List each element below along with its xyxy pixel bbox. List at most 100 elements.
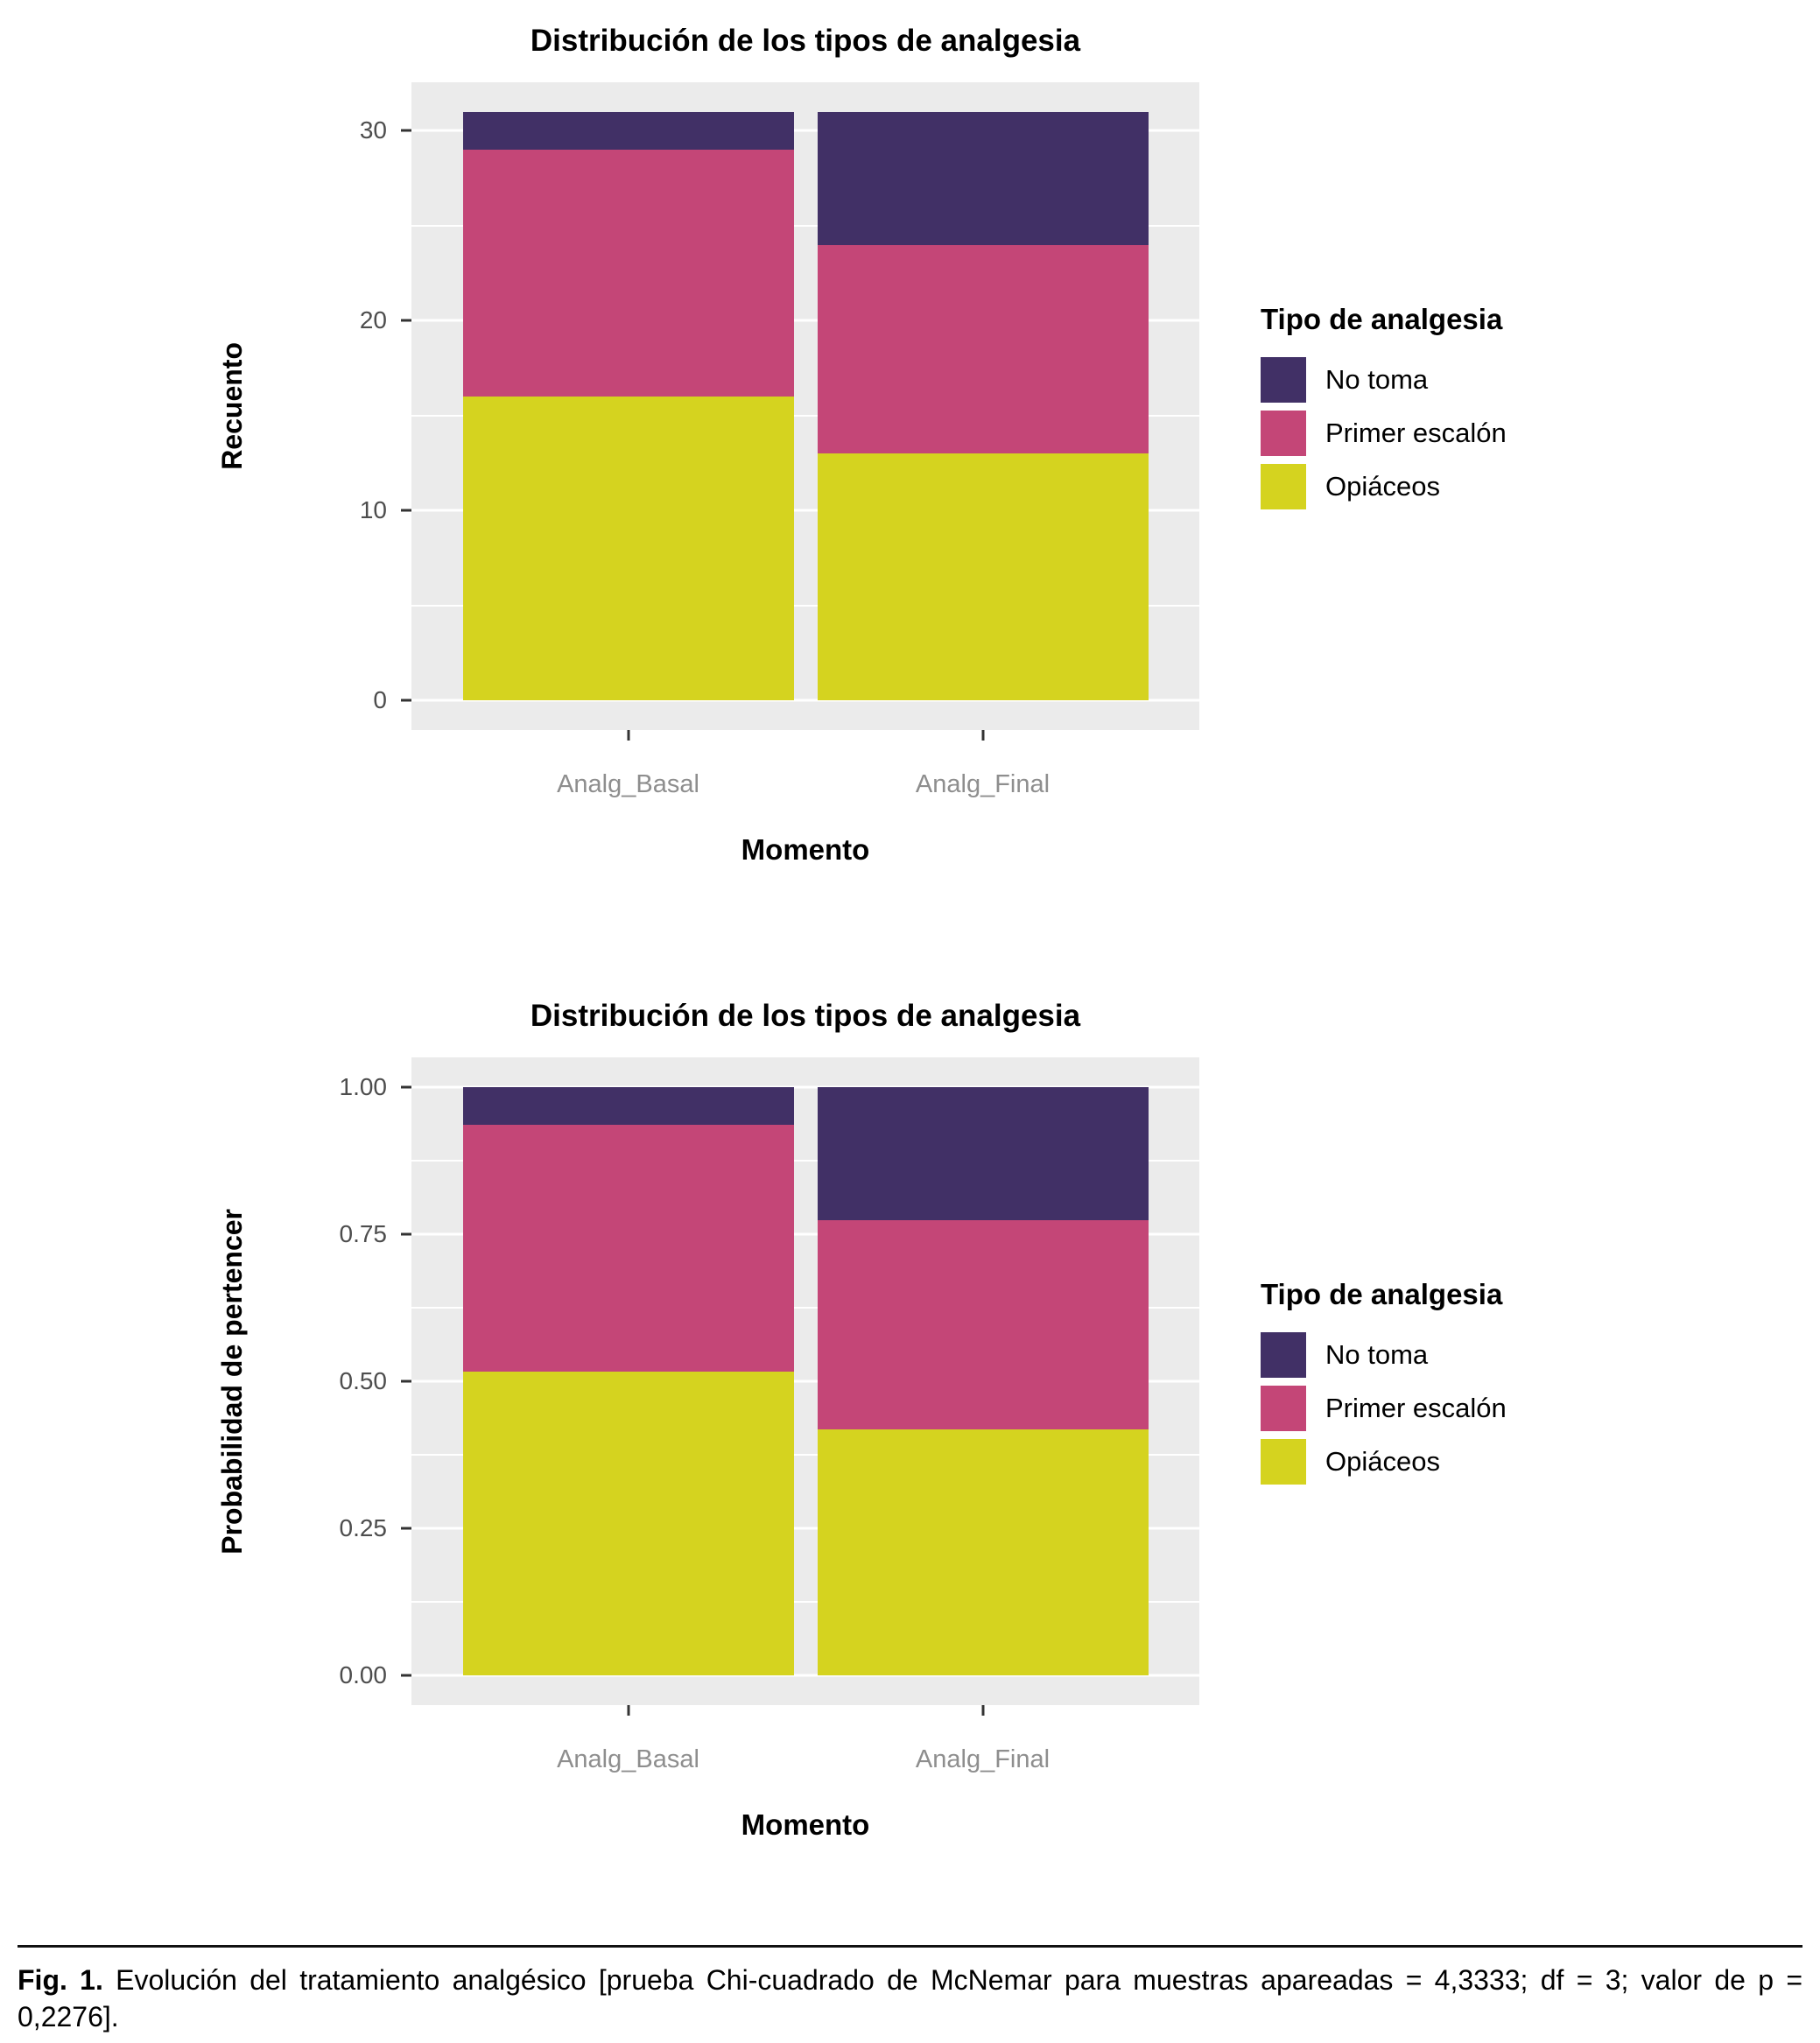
gridline-minor xyxy=(411,1454,1199,1457)
y-tick-label: 0.50 xyxy=(339,1367,388,1394)
bar-segment-opiáceos xyxy=(462,397,794,701)
bar-segment-no-toma xyxy=(817,1086,1149,1220)
gridline-major xyxy=(411,699,1199,702)
legend: Tipo de analgesia No toma Primer escalón O… xyxy=(1261,1278,1507,1485)
legend-item: No toma xyxy=(1261,357,1507,403)
plot-panel-area: 0 10 20 30 Analg_Basal Analg_Final xyxy=(360,82,1199,798)
legend-swatch-primer-escalón xyxy=(1261,411,1306,456)
gridline-minor xyxy=(411,1306,1199,1309)
legend-label: Primer escalón xyxy=(1325,1393,1507,1423)
legend-label: No toma xyxy=(1325,1339,1429,1370)
bar-segment-opiáceos xyxy=(817,1429,1149,1676)
y-axis-title: Recuento xyxy=(210,82,254,730)
legend-swatch-opiáceos xyxy=(1261,1439,1306,1485)
bar-segment-primer-escalón xyxy=(817,244,1149,454)
y-tick-label: 0 xyxy=(373,686,387,714)
figure-caption: Fig. 1. Evolución del tratamiento analgé… xyxy=(18,1962,1802,2035)
chart-counts: Distribución de los tipos de analgesia R… xyxy=(0,23,1820,867)
y-tick-mark xyxy=(401,1232,411,1236)
gridline-minor xyxy=(411,224,1199,227)
panel-background xyxy=(411,82,1199,730)
y-tick-label: 1.00 xyxy=(339,1072,388,1100)
legend-label: No toma xyxy=(1325,364,1429,395)
gridline-major xyxy=(411,1674,1199,1677)
x-tick-label: Analg_Basal xyxy=(557,1745,699,1773)
legend-items: No toma Primer escalón Opiáceos xyxy=(1261,357,1507,509)
bar-segment-no-toma xyxy=(817,111,1149,245)
x-tick-mark xyxy=(981,730,984,741)
plot-panel-area: 0.00 0.25 0.50 0.75 1.00 Analg_Basal Analg_Fin… xyxy=(340,1057,1199,1773)
bar-analg_final xyxy=(817,111,1149,701)
chart-title: Distribución de los tipos de analgesia xyxy=(530,999,1081,1033)
x-axis-title: Momento xyxy=(741,1808,870,1841)
x-tick-mark xyxy=(981,1705,984,1716)
x-tick-label: Analg_Basal xyxy=(557,770,699,798)
legend-swatch-no-toma xyxy=(1261,1332,1306,1378)
y-tick-mark xyxy=(401,319,411,322)
y-axis-title-text: Recuento xyxy=(215,342,248,470)
y-tick-mark xyxy=(401,699,411,702)
legend-label: Opiáceos xyxy=(1325,1446,1440,1477)
y-tick-label: 0.25 xyxy=(339,1514,388,1542)
caption-label: Fig. 1. xyxy=(18,1964,103,1996)
legend: Tipo de analgesia No toma Primer escalón O… xyxy=(1261,303,1507,509)
bar-analg_basal xyxy=(462,111,794,701)
legend-swatch-primer-escalón xyxy=(1261,1386,1306,1431)
gridline-major xyxy=(411,1232,1199,1236)
chart-proportions: Distribución de los tipos de analgesia P… xyxy=(0,998,1820,1842)
x-tick-mark xyxy=(627,730,629,741)
legend-swatch-no-toma xyxy=(1261,357,1306,403)
bar-segment-opiáceos xyxy=(462,1372,794,1676)
chart-title: Distribución de los tipos de analgesia xyxy=(530,24,1081,58)
bar-analg_basal xyxy=(462,1086,794,1676)
legend-title: Tipo de analgesia xyxy=(1261,1278,1503,1310)
y-tick-label: 20 xyxy=(359,306,387,334)
gridline-major xyxy=(411,1527,1199,1530)
legend-label: Opiáceos xyxy=(1325,471,1440,502)
y-tick-mark xyxy=(401,129,411,132)
y-tick-mark xyxy=(401,1085,411,1089)
gridline-minor xyxy=(411,1601,1199,1604)
panel-background xyxy=(411,1057,1199,1705)
y-tick-label: 0.00 xyxy=(339,1661,388,1689)
legend-label: Primer escalón xyxy=(1325,418,1507,448)
x-tick-mark xyxy=(627,1705,629,1716)
x-tick-label: Analg_Final xyxy=(915,1745,1051,1773)
gridline-minor xyxy=(411,604,1199,607)
legend-item: Primer escalón xyxy=(1261,1386,1507,1431)
legend-item: No toma xyxy=(1261,1332,1507,1378)
gridline-major xyxy=(411,509,1199,512)
y-tick-mark xyxy=(401,1527,411,1530)
bar-segment-no-toma xyxy=(462,1086,794,1126)
y-tick-mark xyxy=(401,509,411,512)
legend-item: Opiáceos xyxy=(1261,1439,1507,1485)
legend-item: Primer escalón xyxy=(1261,411,1507,456)
y-tick-mark xyxy=(401,1380,411,1383)
y-tick-label: 10 xyxy=(359,496,387,524)
chart-body: Probabilidad de pertencer 0.00 0.25 0.50 0.… xyxy=(210,1057,1820,1773)
gridline-major xyxy=(411,319,1199,322)
bar-segment-primer-escalón xyxy=(462,150,794,397)
caption-separator xyxy=(18,1945,1802,1948)
bar-segment-primer-escalón xyxy=(817,1219,1149,1429)
gridline-major xyxy=(411,129,1199,132)
y-tick-label: 0.75 xyxy=(339,1219,388,1247)
gridline-minor xyxy=(411,1159,1199,1162)
gridline-major xyxy=(411,1085,1199,1089)
gridline-minor xyxy=(411,414,1199,417)
bar-analg_final xyxy=(817,1086,1149,1676)
legend-items: No toma Primer escalón Opiáceos xyxy=(1261,1332,1507,1485)
bar-segment-opiáceos xyxy=(817,453,1149,701)
x-axis-title: Momento xyxy=(741,833,870,866)
y-tick-label: 30 xyxy=(359,116,387,144)
x-tick-label: Analg_Final xyxy=(915,770,1051,798)
y-tick-mark xyxy=(401,1674,411,1677)
y-axis-title: Probabilidad de pertencer xyxy=(210,1057,254,1705)
y-axis-title-text: Probabilidad de pertencer xyxy=(215,1208,248,1555)
chart-body: Recuento 0 10 20 30 Analg_Basal Analg_Final T… xyxy=(210,82,1820,798)
caption-text: Evolución del tratamiento analgésico [pr… xyxy=(18,1964,1803,2033)
legend-item: Opiáceos xyxy=(1261,464,1507,509)
bar-segment-no-toma xyxy=(462,111,794,151)
legend-swatch-opiáceos xyxy=(1261,464,1306,509)
